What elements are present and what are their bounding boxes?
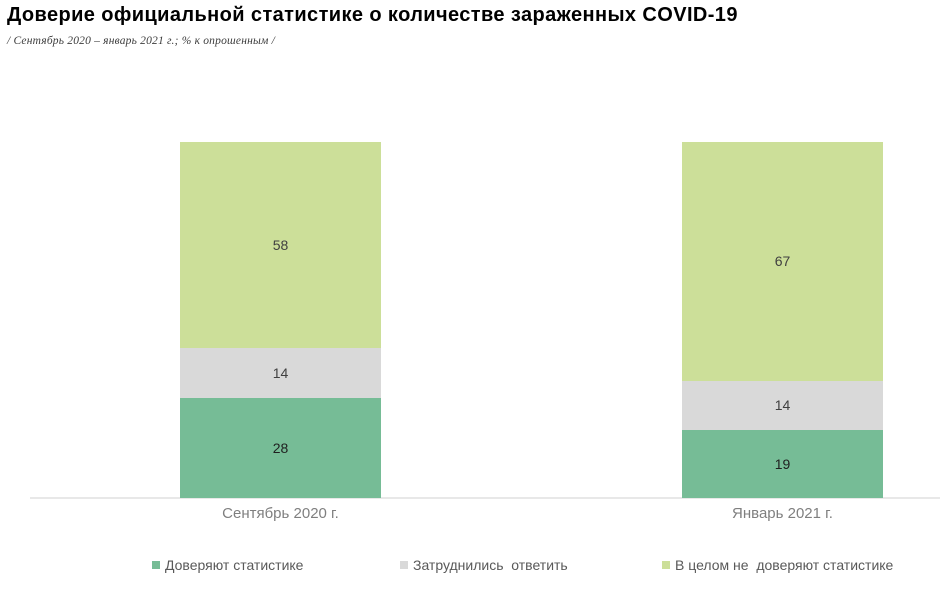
x-axis-line <box>30 497 940 499</box>
bar-2-segment-2: 14 <box>682 380 883 431</box>
category-label: Январь 2021 г. <box>732 505 833 522</box>
bar-value-label: 19 <box>774 456 791 473</box>
bar-2-segment-3: 67 <box>682 142 883 381</box>
bar-value-label: 58 <box>272 237 289 254</box>
bar-1-segment-3: 58 <box>180 142 381 349</box>
bar-value-label: 14 <box>272 365 289 382</box>
bar-value-label: 14 <box>774 397 791 414</box>
category-label: Сентябрь 2020 г. <box>222 505 339 522</box>
bar-1-segment-1: 28 <box>180 398 381 498</box>
chart-subtitle: / Сентябрь 2020 – январь 2021 г.; % к оп… <box>7 35 276 47</box>
bar-value-label: 67 <box>774 253 791 270</box>
bar-2-segment-1: 19 <box>682 430 883 498</box>
chart-title: Доверие официальной статистике о количес… <box>7 4 738 26</box>
bar-value-label: 28 <box>272 440 289 457</box>
bar-1-segment-2: 14 <box>180 348 381 399</box>
